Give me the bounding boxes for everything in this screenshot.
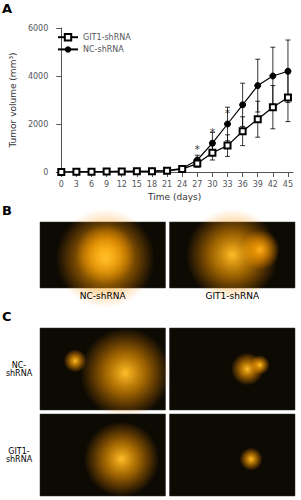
svg-text:GIT1-shRNA: GIT1-shRNA <box>83 33 131 42</box>
svg-text:27: 27 <box>192 180 202 189</box>
svg-text:NC-shRNA: NC-shRNA <box>83 45 124 54</box>
svg-text:*: * <box>210 126 216 139</box>
svg-text:4000: 4000 <box>28 72 48 81</box>
svg-text:45: 45 <box>283 180 293 189</box>
svg-text:42: 42 <box>268 180 278 189</box>
svg-text:2000: 2000 <box>28 120 48 129</box>
svg-text:24: 24 <box>177 180 187 189</box>
svg-text:39: 39 <box>253 180 263 189</box>
svg-text:NC-: NC- <box>11 360 27 370</box>
svg-text:21: 21 <box>162 180 172 189</box>
svg-text:C: C <box>2 309 12 324</box>
svg-text:shRNA: shRNA <box>6 455 33 464</box>
svg-text:A: A <box>2 1 12 16</box>
svg-text:33: 33 <box>222 180 232 189</box>
svg-text:*: * <box>225 107 231 120</box>
svg-text:*: * <box>195 143 201 156</box>
svg-text:shRNA: shRNA <box>6 369 33 378</box>
svg-text:0: 0 <box>59 180 64 189</box>
svg-text:GIT1-: GIT1- <box>8 446 30 456</box>
svg-text:6: 6 <box>89 180 94 189</box>
svg-text:9: 9 <box>104 180 109 189</box>
svg-text:0: 0 <box>43 168 48 177</box>
svg-text:6000: 6000 <box>28 24 48 33</box>
svg-text:15: 15 <box>132 180 142 189</box>
svg-text:18: 18 <box>147 180 157 189</box>
svg-text:NC-shRNA: NC-shRNA <box>80 291 127 301</box>
svg-text:12: 12 <box>117 180 127 189</box>
svg-text:3: 3 <box>74 180 79 189</box>
svg-text:B: B <box>2 203 12 218</box>
svg-text:GIT1-shRNA: GIT1-shRNA <box>205 291 259 301</box>
svg-text:Time (days): Time (days) <box>147 192 201 202</box>
svg-text:36: 36 <box>238 180 248 189</box>
svg-text:30: 30 <box>207 180 217 189</box>
svg-text:Tumor volume (mm³): Tumor volume (mm³) <box>8 52 18 148</box>
